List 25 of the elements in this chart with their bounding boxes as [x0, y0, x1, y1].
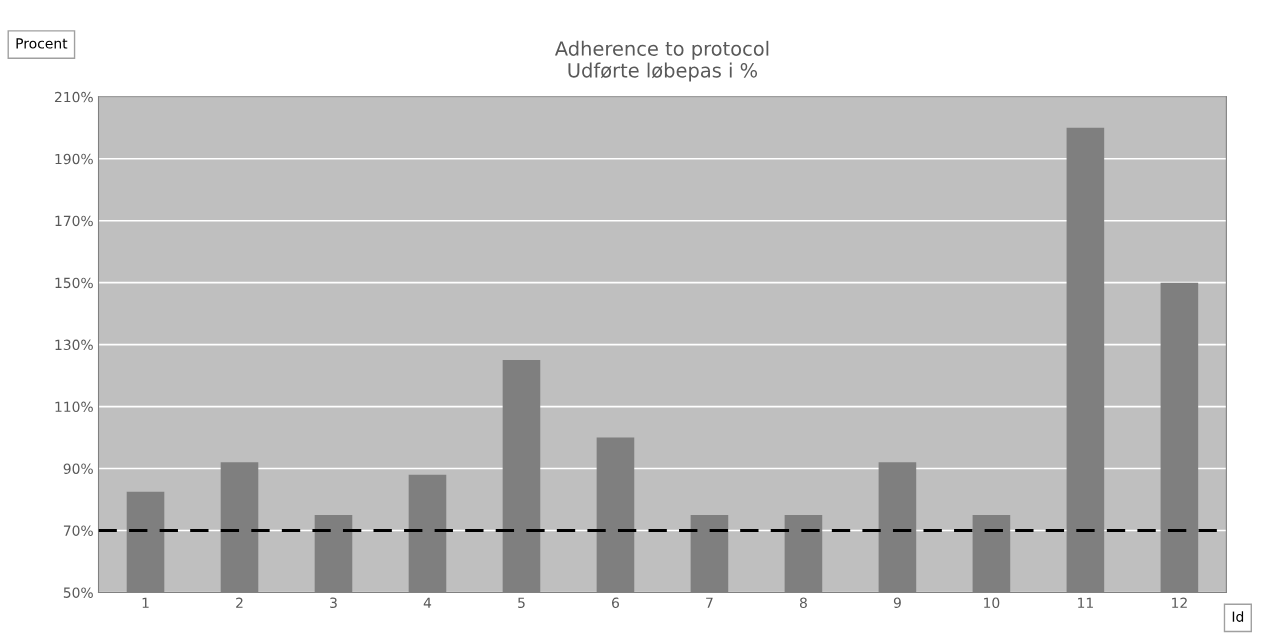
x-tick-label: 9	[893, 597, 901, 609]
y-tick-label: 130%	[55, 339, 93, 351]
chart-subtitle: Udførte løbepas i %	[568, 62, 758, 82]
y-tick-label: 170%	[55, 215, 93, 227]
x-tick-label: 12	[1172, 597, 1187, 608]
y-axis-title: Procent	[16, 38, 68, 49]
y-tick-label: 150%	[55, 277, 93, 289]
x-tick-label: 8	[799, 597, 807, 609]
x-tick-label: 4	[423, 597, 432, 608]
x-tick-label: 5	[518, 597, 525, 609]
x-axis-title: Id	[1232, 611, 1244, 622]
x-tick-label: 11	[1078, 597, 1093, 608]
x-tick-label: 2	[236, 597, 243, 608]
y-tick-label: 50%	[63, 587, 93, 598]
y-tick-label: 110%	[55, 401, 93, 413]
x-tick-label: 7	[706, 597, 713, 608]
x-tick-label: 1	[142, 597, 149, 608]
y-tick-label: 210%	[54, 91, 93, 103]
chart-title: Adherence to protocol	[554, 40, 769, 60]
y-tick-label: 70%	[63, 525, 93, 536]
y-tick-label: 190%	[55, 153, 93, 165]
x-tick-label: 6	[612, 597, 619, 609]
y-tick-label: 90%	[63, 463, 93, 474]
x-tick-label: 3	[330, 597, 337, 609]
x-tick-label: 10	[984, 597, 1000, 609]
